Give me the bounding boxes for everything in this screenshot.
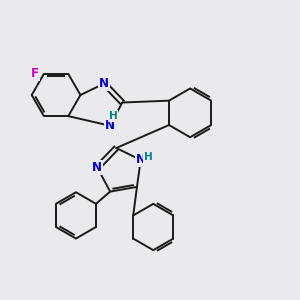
Text: N: N <box>136 153 146 167</box>
Text: H: H <box>144 152 152 162</box>
Text: N: N <box>105 119 115 132</box>
Text: F: F <box>31 67 39 80</box>
Text: N: N <box>99 77 109 90</box>
Text: H: H <box>109 111 117 121</box>
Text: N: N <box>92 161 102 174</box>
